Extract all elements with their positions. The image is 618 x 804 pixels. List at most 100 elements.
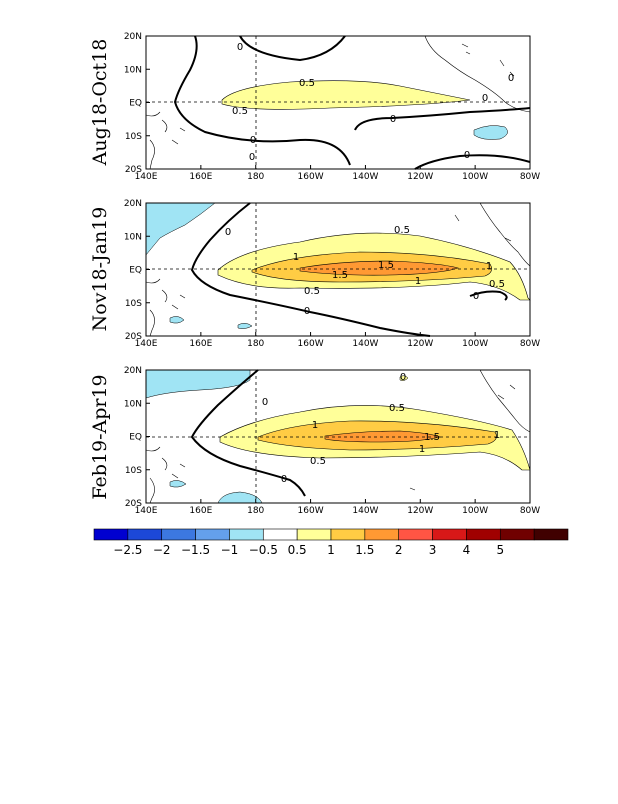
period-label: Feb19-Apr19 (89, 374, 111, 499)
contour-label: 1.5 (424, 432, 440, 443)
contour-label: 0 (249, 152, 255, 163)
lon-tick-label: 120W (407, 172, 433, 182)
lon-tick-label: 140W (352, 339, 378, 349)
contour-label: 0.5 (389, 403, 405, 414)
lon-tick-label: 160W (298, 172, 324, 182)
lat-tick-label: EQ (129, 266, 142, 276)
contour-label: 0 (304, 306, 310, 317)
lon-tick-label: 180 (247, 339, 264, 349)
lon-tick-label: 160W (298, 339, 324, 349)
colorbar-label: 2 (395, 543, 403, 557)
lat-tick-label: 10N (124, 399, 142, 409)
lat-tick-label: 20S (125, 165, 142, 175)
zero-contour (469, 290, 508, 301)
lon-tick-label: 160E (189, 339, 212, 349)
lat-tick-label: 20S (125, 332, 142, 342)
contour-label: 0.5 (310, 456, 326, 467)
zero-contour (354, 107, 531, 131)
colorbar-label: 5 (496, 543, 504, 557)
lon-tick-label: 120W (407, 339, 433, 349)
zero-contour (414, 154, 531, 170)
contour-label: 0 (237, 42, 243, 53)
contour-label: 0.5 (489, 279, 505, 290)
colorbar-label: −2.5 (113, 543, 142, 557)
contour-label: 0 (225, 227, 231, 238)
lon-tick-label: 140W (352, 172, 378, 182)
colorbar-label: −1 (221, 543, 239, 557)
cool-anomaly-region (169, 316, 253, 329)
colorbar-swatch (195, 528, 230, 541)
lon-tick-label: 100W (462, 172, 488, 182)
zero-contour (190, 202, 431, 337)
lat-tick-label: EQ (129, 99, 142, 109)
lon-tick-label: 80W (520, 506, 540, 516)
contour-label: 1 (415, 276, 421, 287)
warm-anomaly-region (299, 260, 460, 276)
contour-label: 0 (281, 474, 287, 485)
coastline (454, 202, 531, 267)
cool-anomaly-region (145, 369, 251, 399)
lon-tick-label: 80W (520, 339, 540, 349)
colorbar-swatch (499, 528, 535, 541)
colorbar-swatch (161, 528, 196, 541)
lat-tick-label: 10N (124, 232, 142, 242)
coastline (145, 446, 186, 504)
lon-tick-label: 160E (189, 172, 212, 182)
lat-tick-label: 20S (125, 499, 142, 509)
lat-tick-label: 10N (124, 65, 142, 75)
colorbar-swatch (364, 528, 400, 541)
contour-label: 1 (312, 420, 318, 431)
lat-tick-label: EQ (129, 433, 142, 443)
colorbar-label: 0.5 (288, 543, 307, 557)
colorbar-swatch (127, 528, 163, 541)
lat-tick-label: 20N (124, 32, 142, 42)
colorbar-label: −0.5 (249, 543, 278, 557)
contour-label: 1 (293, 252, 299, 263)
contour-label: 0 (473, 291, 479, 302)
lat-tick-label: 10S (125, 299, 142, 309)
period-label: Nov18-Jan19 (89, 207, 111, 332)
colorbar-swatch (432, 528, 467, 541)
cool-anomaly-region (169, 480, 263, 504)
colorbar-swatch (466, 528, 501, 541)
colorbar-label: 1 (327, 543, 335, 557)
colorbar-label: −1.5 (181, 543, 210, 557)
lat-tick-label: 20N (124, 366, 142, 376)
lon-tick-label: 140E (135, 506, 158, 516)
lon-tick-label: 140E (135, 339, 158, 349)
map-panel-nov18-jan19: 0.5 1 1.5 1.5 1 1 0.5 0.5 0 0 0 140E 160E… (89, 199, 540, 349)
colorbar-swatch (398, 528, 433, 541)
zero-contour (173, 35, 351, 166)
contour-label: 0 (400, 372, 406, 383)
lon-tick-label: 140W (352, 506, 378, 516)
zero-contour (239, 35, 346, 62)
coastline (409, 369, 531, 491)
contour-label-set: 0.5 1 1.5 1 1 0.5 0 0 0 (262, 372, 500, 485)
lon-tick-label: 160W (298, 506, 324, 516)
contour-label: 0.5 (304, 286, 320, 297)
contour-label: 0.5 (394, 225, 410, 236)
lon-tick-label: 180 (247, 506, 264, 516)
cool-anomaly-region (473, 125, 508, 140)
contour-label: 0 (390, 114, 396, 125)
zero-contour (190, 369, 306, 497)
lon-tick-label: 80W (520, 172, 540, 182)
lon-tick-label: 120W (407, 506, 433, 516)
contour-label-set: 0.5 1 1.5 1.5 1 1 0.5 0.5 0 0 0 (225, 225, 505, 317)
coastline (145, 278, 186, 337)
coastline (424, 35, 531, 113)
lon-tick-label: 160E (189, 506, 212, 516)
coastline (145, 111, 186, 170)
contour-label: 0.5 (232, 106, 248, 117)
cool-anomaly-region (145, 202, 216, 256)
colorbar-swatch (330, 528, 366, 541)
lat-tick-label: 20N (124, 199, 142, 209)
lon-tick-label: 140E (135, 172, 158, 182)
map-panel-aug18-oct18: 0 0.5 0.5 0 0 0 0 0 0 140E 160E 180 160W 140… (89, 32, 540, 182)
colorbar-label: 3 (429, 543, 437, 557)
contour-label: 0 (508, 73, 514, 84)
colorbar-label: 1.5 (355, 543, 374, 557)
warm-anomaly-region (399, 375, 409, 381)
colorbar: −2.5 −2 −1.5 −1 −0.5 0.5 1 1.5 2 3 4 5 (93, 528, 569, 557)
